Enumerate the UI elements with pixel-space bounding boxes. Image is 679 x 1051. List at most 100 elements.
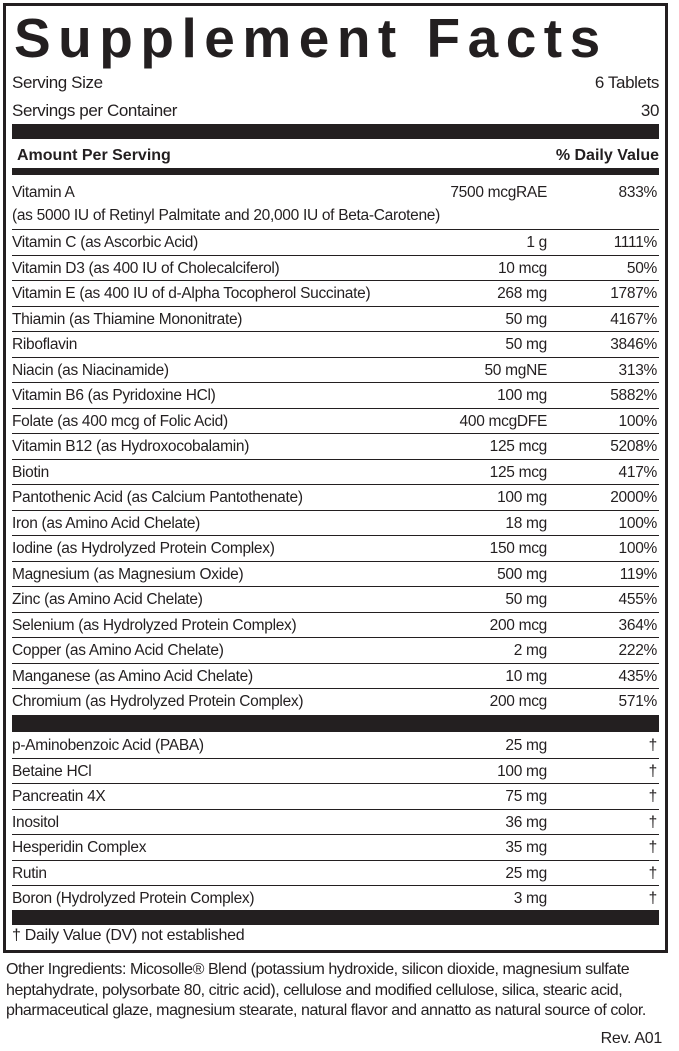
nutrient-row: Hesperidin Complex 35 mg † — [12, 835, 659, 861]
nutrient-dv: 364% — [618, 616, 658, 634]
nutrient-dv: 2000% — [610, 489, 657, 506]
servings-per-container: Servings per Container 30 — [12, 100, 659, 122]
nutrient-name: Vitamin B6 (as Pyridoxine HCl) — [12, 387, 216, 404]
nutrient-amount: 150 mcg — [489, 540, 548, 557]
nutrient-dv: 455% — [618, 591, 658, 608]
nutrient-row: Copper (as Amino Acid Chelate) 2 mg 222% — [12, 638, 659, 664]
nutrient-amount: 18 mg — [505, 514, 547, 532]
nutrient-amount: 50 mg — [505, 591, 547, 608]
nutrient-amount: 10 mg — [505, 667, 547, 685]
nutrient-name: Thiamin (as Thiamine Mononitrate) — [12, 310, 243, 328]
nutrient-row: Iodine (as Hydrolyzed Protein Complex) 15… — [12, 536, 659, 562]
nutrient-dv: 100% — [618, 540, 658, 557]
nutrient-amount: 50 mg — [505, 310, 547, 328]
servings-label: Servings per Container — [12, 101, 178, 120]
nutrient-dv: 5882% — [610, 387, 657, 404]
nutrient-name: Zinc (as Amino Acid Chelate) — [12, 591, 203, 608]
nutrient-name: Iodine (as Hydrolyzed Protein Complex) — [12, 540, 275, 557]
nutrient-row: Zinc (as Amino Acid Chelate) 50 mg 455% — [12, 587, 659, 613]
nutrient-dv: † — [648, 839, 658, 856]
nutrient-amount: 125 mcg — [489, 438, 548, 455]
nutrient-name: Vitamin D3 (as 400 IU of Cholecalciferol… — [12, 259, 280, 277]
nutrient-row-vitamin-a: Vitamin A 7500 mcgRAE 833% — [12, 180, 659, 206]
dv-header: % Daily Value — [555, 147, 659, 164]
nutrient-row: Selenium (as Hydrolyzed Protein Complex)… — [12, 613, 659, 638]
serving-size-value: 6 Tablets — [594, 73, 660, 92]
nutrient-name: Pancreatin 4X — [12, 788, 106, 805]
nutrient-amount: 25 mg — [505, 864, 547, 882]
nutrient-dv: 1787% — [610, 285, 657, 302]
nutrient-dv: 571% — [618, 693, 658, 710]
panel-title: Supplement Facts — [14, 7, 608, 69]
nutrient-row: Vitamin B12 (as Hydroxocobalamin) 125 mcg… — [12, 434, 659, 460]
nutrient-amount: 75 mg — [505, 788, 547, 805]
nutrient-name: Betaine HCl — [12, 762, 92, 780]
footnote: † Daily Value (DV) not established — [12, 927, 245, 944]
nutrient-amount: 50 mgNE — [484, 361, 547, 379]
nutrient-row: p-Aminobenzoic Acid (PABA) 25 mg † — [12, 733, 659, 759]
nutrient-amount: 268 mg — [497, 285, 547, 302]
nutrient-amount: 7500 mcgRAE — [450, 184, 547, 201]
nutrient-amount: 1 g — [526, 234, 547, 251]
nutrient-row: Betaine HCl 100 mg † — [12, 759, 659, 784]
nutrient-dv: 4167% — [610, 310, 657, 328]
nutrient-row: Vitamin B6 (as Pyridoxine HCl) 100 mg 5882… — [12, 383, 659, 409]
amount-header: Amount Per Serving — [17, 147, 171, 164]
vitamin-a-note: (as 5000 IU of Retinyl Palmitate and 20,… — [12, 207, 440, 224]
nutrient-row: Thiamin (as Thiamine Mononitrate) 50 mg 41… — [12, 307, 659, 332]
nutrient-amount: 35 mg — [505, 839, 547, 856]
nutrient-dv: † — [648, 737, 658, 754]
nutrient-name: Copper (as Amino Acid Chelate) — [12, 642, 224, 659]
nutrient-amount: 125 mcg — [489, 463, 548, 481]
nutrient-row: Iron (as Amino Acid Chelate) 18 mg 100% — [12, 511, 659, 536]
nutrient-name: Boron (Hydrolyzed Protein Complex) — [12, 890, 255, 907]
divider-thick — [12, 124, 659, 139]
nutrient-dv: † — [648, 788, 658, 805]
nutrient-dv: 50% — [626, 259, 657, 277]
nutrient-amount: 500 mg — [497, 565, 547, 583]
nutrient-row: Magnesium (as Magnesium Oxide) 500 mg 119% — [12, 562, 659, 587]
nutrient-name: p-Aminobenzoic Acid (PABA) — [12, 737, 204, 754]
nutrient-row: Folate (as 400 mcg of Folic Acid) 400 mcg… — [12, 409, 659, 434]
nutrient-row: Niacin (as Niacinamide) 50 mgNE 313% — [12, 358, 659, 383]
nutrient-row: Riboflavin 50 mg 3846% — [12, 332, 659, 358]
divider-thin — [12, 229, 659, 230]
nutrient-dv: † — [648, 813, 658, 831]
nutrient-dv: 435% — [618, 667, 658, 685]
nutrient-name: Vitamin E (as 400 IU of d-Alpha Tocopher… — [12, 285, 371, 302]
nutrient-amount: 50 mg — [505, 336, 547, 353]
nutrient-row: Pantothenic Acid (as Calcium Pantothenat… — [12, 485, 659, 511]
nutrient-dv: 5208% — [610, 438, 657, 455]
revision: Rev. A01 — [600, 1030, 663, 1047]
nutrient-dv: 313% — [618, 361, 658, 379]
nutrient-name: Vitamin B12 (as Hydroxocobalamin) — [12, 438, 250, 455]
nutrient-row: Biotin 125 mcg 417% — [12, 460, 659, 485]
nutrient-row: Boron (Hydrolyzed Protein Complex) 3 mg † — [12, 886, 659, 912]
nutrient-amount: 400 mcgDFE — [459, 412, 548, 430]
nutrient-name: Chromium (as Hydrolyzed Protein Complex) — [12, 693, 304, 710]
nutrient-name: Manganese (as Amino Acid Chelate) — [12, 667, 253, 685]
nutrient-name: Magnesium (as Magnesium Oxide) — [12, 565, 244, 583]
nutrient-amount: 100 mg — [497, 762, 547, 780]
nutrient-name: Inositol — [12, 813, 59, 831]
nutrient-name: Iron (as Amino Acid Chelate) — [12, 514, 201, 532]
divider-thick — [12, 910, 659, 925]
nutrient-dv: 417% — [618, 463, 658, 481]
nutrient-dv: 100% — [618, 514, 658, 532]
nutrient-amount: 200 mcg — [489, 616, 548, 634]
column-header: Amount Per Serving % Daily Value — [17, 145, 659, 167]
nutrient-amount: 36 mg — [505, 813, 547, 831]
nutrient-dv: 119% — [619, 565, 658, 583]
nutrient-dv: 222% — [618, 642, 658, 659]
nutrient-amount: 3 mg — [513, 890, 548, 907]
nutrient-row: Manganese (as Amino Acid Chelate) 10 mg 43… — [12, 664, 659, 689]
nutrient-name: Rutin — [12, 864, 47, 882]
nutrient-row: Pancreatin 4X 75 mg † — [12, 784, 659, 810]
nutrient-row: Chromium (as Hydrolyzed Protein Complex)… — [12, 689, 659, 715]
nutrient-dv: † — [648, 890, 658, 907]
nutrient-amount: 100 mg — [497, 489, 547, 506]
nutrient-amount: 100 mg — [497, 387, 547, 404]
divider-thick — [12, 715, 659, 732]
nutrient-dv: 1111% — [613, 234, 658, 251]
nutrient-name: Vitamin C (as Ascorbic Acid) — [12, 234, 198, 251]
